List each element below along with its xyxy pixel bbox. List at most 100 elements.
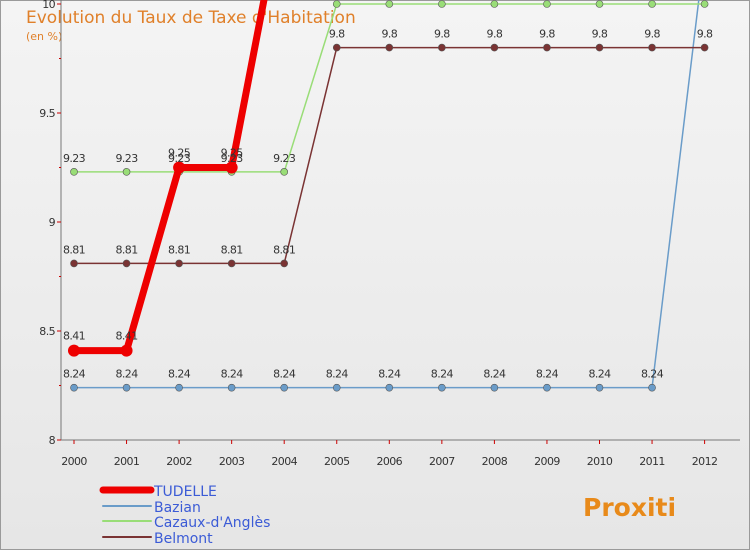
data-label: 8.24 [168,368,191,381]
series-belmont [70,43,709,268]
data-point [227,383,236,392]
series-lines: 8.24 8.24 8.24 8.24 8.24 8.24 8.24 8.24 8.24 8.24… [63,0,714,392]
data-label: 9.23 [221,152,244,165]
x-tick-label: 2012 [692,455,718,468]
data-label: 8.24 [116,368,139,381]
proxiti-logo: Proxiti [583,493,676,522]
x-tick-label: 2007 [429,455,455,468]
data-point [385,0,394,8]
chart-title: Evolution du Taux de Taxe d'Habitation [26,8,356,28]
x-tick-label: 2009 [534,455,560,468]
data-label: 9.23 [116,152,139,165]
data-point [648,383,656,392]
data-label: 9.8 [434,28,450,41]
y-tick-label: 9.5 [39,107,55,120]
y-tick-label: 10 [42,0,55,11]
data-point [595,43,604,52]
data-point [700,0,709,8]
data-label: 8.24 [641,368,664,381]
y-tick-label: 9 [49,216,56,229]
data-label: 8.24 [273,368,296,381]
data-point [280,259,289,268]
data-point [70,259,78,268]
y-tick-label: 8.5 [39,325,55,338]
data-point [225,161,238,174]
data-point [385,383,394,392]
data-point [700,43,709,52]
x-tick-label: 2004 [271,455,297,468]
data-label: 8.24 [378,368,401,381]
data-label: 8.24 [431,368,454,381]
axes: 88.599.51010.51111.520002001200220032004… [39,0,740,468]
data-point [490,43,499,52]
data-point [175,383,183,392]
chart-subtitle: (en %) [26,30,62,43]
data-point [122,168,131,176]
series-bazian [70,0,700,392]
data-point [122,259,131,268]
x-tick-label: 2005 [324,455,350,468]
data-label: 8.24 [326,368,349,381]
legend-label: TUDELLE [153,484,217,500]
data-point [280,168,289,176]
data-label: 8.24 [63,368,86,381]
data-label: 8.24 [483,368,506,381]
data-label: 8.24 [588,368,611,381]
x-tick-label: 2011 [639,455,665,468]
data-point [70,383,78,392]
data-point [120,344,133,357]
data-label: 9.23 [63,152,86,165]
x-tick-label: 2010 [587,455,613,468]
data-label: 8.81 [116,243,138,256]
data-point [280,383,289,392]
data-point [385,43,394,52]
data-label: 9.8 [539,28,555,41]
data-point [438,43,446,52]
data-point [648,43,656,52]
data-point [648,0,656,8]
data-label: 8.81 [221,243,243,256]
data-point [227,259,236,268]
data-point [595,0,604,8]
data-label: 9.8 [487,28,503,41]
data-label: 8.24 [536,368,559,381]
data-label: 9.8 [329,28,345,41]
legend-label: Cazaux-d'Anglès [154,515,270,531]
x-tick-label: 2000 [61,455,87,468]
data-point [543,383,551,392]
data-point [595,383,604,392]
legend-label: Bazian [154,500,201,516]
data-point [122,383,131,392]
data-point [543,0,551,8]
data-label: 8.24 [221,368,244,381]
data-point [68,344,80,357]
series-line [70,0,268,355]
data-label: 8.81 [168,243,190,256]
data-label: 9.23 [168,152,191,165]
legend-label: Belmont [154,531,213,547]
data-point [438,0,446,8]
data-label: 8.81 [63,243,85,256]
series-tudelle [68,0,268,357]
x-tick-label: 2008 [482,455,508,468]
data-point [332,0,341,8]
y-tick-label: 8 [49,434,56,447]
data-point [332,43,341,52]
x-tick-label: 2002 [166,455,192,468]
data-point [332,383,341,392]
data-label: 8.81 [273,243,295,256]
x-tick-label: 2001 [114,455,140,468]
x-tick-label: 2003 [219,455,245,468]
data-label: 8.41 [63,330,85,343]
data-point [490,383,499,392]
data-label: 9.8 [644,28,660,41]
data-point [490,0,499,8]
data-point [543,43,551,52]
data-label: 9.25 [168,147,191,160]
data-point [175,259,183,268]
data-point [70,168,78,176]
data-label: 9.8 [592,28,608,41]
data-label: 9.8 [381,28,397,41]
